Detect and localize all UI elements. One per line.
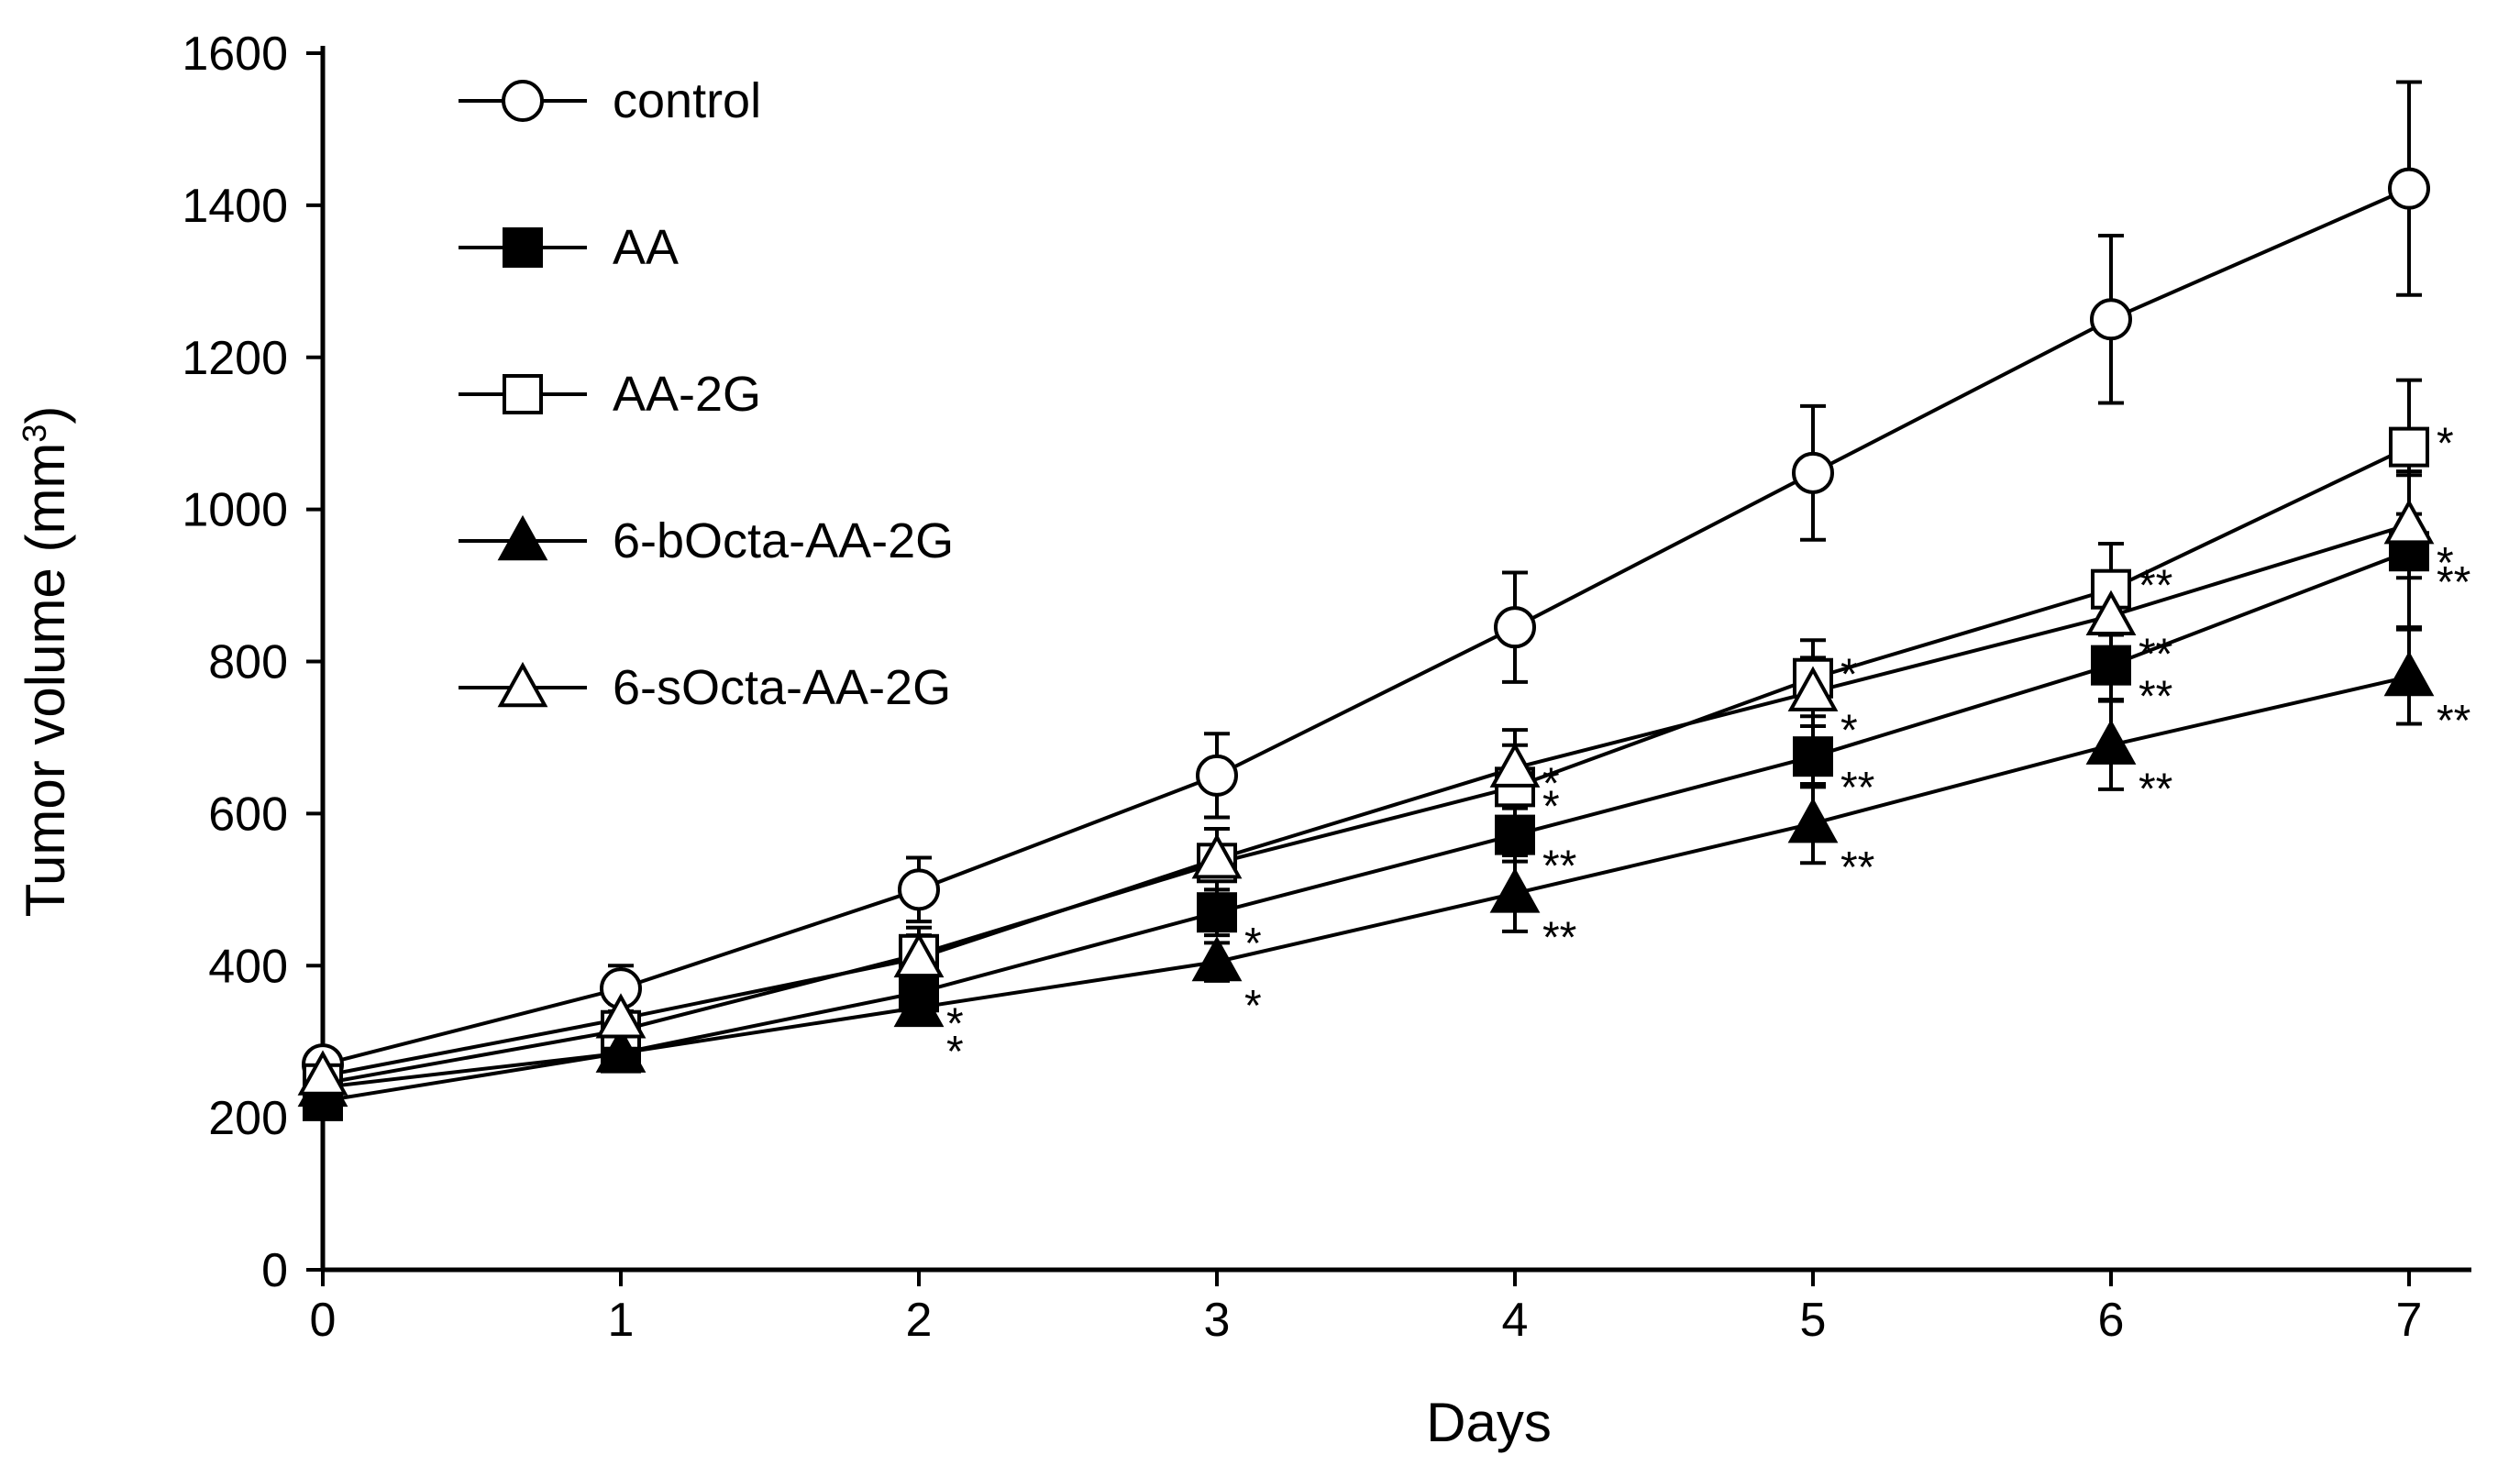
series-line	[322, 549, 2410, 1103]
legend-marker	[503, 374, 543, 414]
significance-mark: **	[2139, 766, 2172, 814]
data-point	[595, 1027, 647, 1073]
x-tick-label: 5	[1800, 1294, 1827, 1347]
data-point	[1793, 736, 1833, 777]
significance-mark: *	[1542, 759, 1560, 808]
legend-item-AA: AA	[459, 220, 679, 275]
y-tick-label: 200	[208, 1092, 288, 1145]
legend-label: AA-2G	[613, 367, 761, 422]
x-axis-label: Days	[1426, 1392, 1552, 1453]
significance-mark: *	[1840, 707, 1858, 755]
data-point	[2091, 645, 2131, 686]
significance-mark: *	[1542, 783, 1560, 832]
data-point	[1495, 814, 1535, 855]
significance-mark: **	[1542, 843, 1576, 891]
y-tick-label: 800	[208, 636, 288, 689]
x-tick-label: 1	[608, 1294, 635, 1347]
legend-item-control: control	[459, 73, 761, 128]
data-point	[1191, 833, 1243, 879]
markers-control	[302, 167, 2430, 1086]
y-tick-label: 0	[261, 1244, 288, 1297]
series-line	[322, 675, 2410, 1089]
y-tick-label: 1600	[182, 28, 288, 81]
data-point	[595, 993, 647, 1039]
markers-6-sOcta-AA-2G: *****	[297, 499, 2454, 1096]
significance-mark: *	[2437, 539, 2454, 588]
significance-mark: **	[2139, 631, 2172, 679]
data-point	[898, 868, 940, 911]
significance-mark: *	[2437, 420, 2454, 468]
series-line	[322, 445, 2410, 1086]
significance-mark: **	[1840, 843, 1874, 892]
significance-mark: *	[1840, 651, 1858, 700]
data-point	[1489, 867, 1541, 913]
data-point	[2383, 499, 2435, 545]
significance-mark: *	[1244, 982, 1262, 1031]
significance-mark: **	[2139, 562, 2172, 611]
y-tick-label: 400	[208, 940, 288, 993]
x-tick-label: 3	[1204, 1294, 1231, 1347]
y-axis-label-superscript: 3	[16, 424, 53, 443]
data-point	[2389, 426, 2429, 468]
significance-mark: **	[2139, 673, 2172, 722]
legend-label: 6-sOcta-AA-2G	[613, 660, 951, 715]
data-point	[1792, 451, 1834, 494]
data-point	[1489, 742, 1541, 788]
significance-mark: *	[946, 999, 964, 1048]
data-point	[1494, 606, 1536, 649]
data-point	[1197, 892, 1237, 933]
data-point	[2388, 167, 2430, 210]
significance-mark: **	[1840, 764, 1874, 812]
y-axis-label: Tumor volume (mm3)	[15, 406, 76, 918]
data-point	[1196, 754, 1238, 797]
data-point	[2085, 719, 2137, 765]
legend-marker	[503, 227, 543, 268]
data-point	[2090, 298, 2132, 341]
significance-mark: **	[2437, 558, 2470, 607]
y-tick-label: 1000	[182, 484, 288, 537]
legend-item-6-bOcta-AA-2G: 6-bOcta-AA-2G	[459, 513, 954, 568]
plot-area: ******************************	[297, 80, 2470, 1121]
significance-mark: *	[1244, 920, 1262, 968]
y-tick-label: 1400	[182, 180, 288, 233]
x-tick-label: 7	[2396, 1294, 2423, 1347]
y-tick-label: 600	[208, 788, 288, 841]
series-line	[322, 186, 2410, 1067]
legend-item-AA-2G: AA-2G	[459, 367, 761, 422]
series-line	[322, 523, 2410, 1078]
legend-label: AA	[613, 220, 679, 275]
significance-mark: *	[946, 1028, 964, 1076]
y-axis-label-close: )	[15, 406, 76, 424]
significance-mark: **	[2437, 697, 2470, 745]
axes: 0 200 400 600 800 1000 1200 1400 1600 0 1 2 3 4 5 6 7	[182, 28, 2471, 1347]
data-point	[1787, 798, 1839, 843]
data-point	[297, 1050, 348, 1096]
legend-item-6-sOcta-AA-2G: 6-sOcta-AA-2G	[459, 660, 951, 715]
data-point	[2383, 650, 2435, 697]
legend-label: 6-bOcta-AA-2G	[613, 513, 954, 568]
legend-marker	[497, 514, 548, 561]
data-point	[893, 931, 945, 978]
x-tick-label: 0	[310, 1294, 337, 1347]
y-axis-label-main: Tumor volume (mm	[15, 443, 76, 918]
x-tick-label: 2	[906, 1294, 933, 1347]
data-point	[2085, 590, 2137, 635]
significance-mark: **	[1542, 913, 1576, 962]
legend: control AA AA-2G 6-bOcta-AA-2G 6-sOcta-AA-2G	[459, 73, 954, 715]
data-point	[1191, 935, 1243, 982]
y-tick-label: 1200	[182, 332, 288, 385]
legend-marker	[502, 80, 544, 122]
legend-marker	[497, 661, 548, 708]
data-point	[1787, 666, 1839, 711]
legend-label: control	[613, 73, 761, 128]
x-tick-label: 6	[2098, 1294, 2125, 1347]
x-tick-label: 4	[1502, 1294, 1529, 1347]
data-point	[893, 981, 945, 1028]
